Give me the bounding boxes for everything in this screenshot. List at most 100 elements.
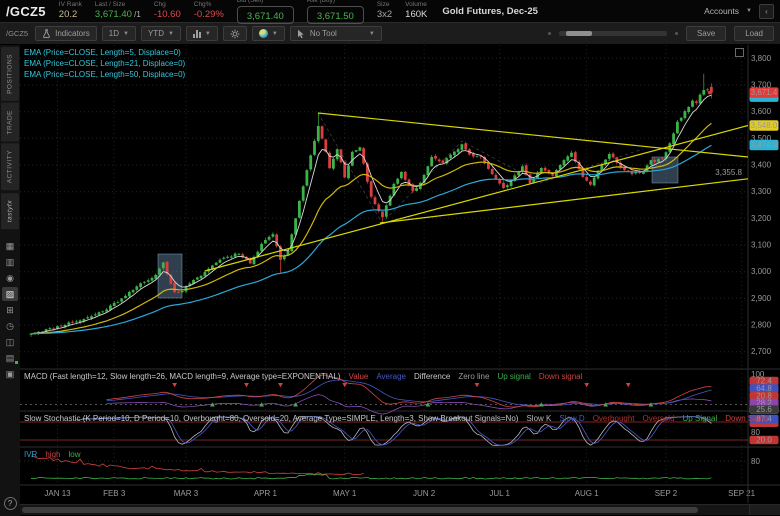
chg-pct-value: -0.29%: [193, 9, 224, 21]
chg-pct-field: Chg% -0.29%: [194, 2, 224, 20]
video-icon[interactable]: ◉: [6, 272, 14, 283]
chg-label: Chg: [153, 1, 166, 9]
legend-up-signal: Up Signal: [682, 414, 718, 423]
legend-slow-k: Slow K: [526, 414, 552, 423]
panel-maximize-icon[interactable]: [735, 48, 744, 57]
bid-field: Bid (Sell) 3,671.40: [236, 0, 294, 24]
price-chart[interactable]: 3,800 3,700 3,600 3,500 3,400 3,300 3,200 3,100…: [20, 45, 780, 504]
svg-text:3,474.9: 3,474.9: [751, 141, 778, 150]
quote-columns-icon[interactable]: ▥: [5, 256, 15, 267]
iv-rank-field: IV Rank 20.2: [59, 2, 82, 20]
widgets-icon[interactable]: ⊞: [6, 304, 14, 315]
style-dropdown[interactable]: ▼: [251, 26, 285, 41]
calendar-icon[interactable]: ▤: [2, 351, 18, 365]
help-icon[interactable]: ?: [3, 497, 17, 510]
legend-slow-d: Slow D: [559, 414, 585, 423]
chg-field: Chg -10.60: [154, 2, 181, 20]
scrollbar-corner: [749, 505, 780, 515]
svg-text:3,548.0: 3,548.0: [751, 121, 778, 130]
chg-pct-label: Chg%: [193, 1, 212, 9]
scroll-right-dot[interactable]: [674, 32, 678, 35]
svg-text:20.8: 20.8: [756, 391, 772, 400]
svg-text:3,000: 3,000: [751, 267, 772, 276]
horizontal-scrollbar[interactable]: [20, 504, 780, 515]
collapse-panel-button[interactable]: ‹: [759, 3, 774, 19]
legend-zero-line: Zero line: [458, 372, 490, 381]
svg-text:FEB 3: FEB 3: [103, 489, 126, 498]
community-icon[interactable]: ◫: [5, 336, 15, 347]
charts-icon[interactable]: ▨: [2, 287, 18, 301]
timeframe-dropdown[interactable]: 1D ▼: [101, 26, 136, 41]
drawing-tool-dropdown[interactable]: No Tool ▼: [289, 26, 382, 41]
legend-oversold: Oversold: [642, 414, 675, 423]
symbol-title[interactable]: /GCZ5: [6, 3, 46, 19]
stoch-panel-label[interactable]: Slow Stochastic (K Period=10, D Period=1…: [24, 413, 770, 424]
size-field: Size 3x2: [377, 2, 392, 20]
contract-description: Gold Futures, Dec-25: [442, 5, 538, 17]
chg-value: -10.60: [153, 9, 181, 21]
load-button[interactable]: Load: [734, 26, 774, 41]
sidebar-tab-positions[interactable]: POSITIONS: [1, 47, 19, 101]
gear-icon: [230, 29, 240, 39]
globe-style-icon: [258, 29, 268, 38]
indicators-label: Indicators: [55, 29, 90, 38]
svg-text:2,700: 2,700: [751, 347, 772, 356]
macd-title: MACD (Fast length=12, Slow length=26, MA…: [24, 372, 341, 381]
ema5-study-label[interactable]: EMA (Price=CLOSE, Length=5, Displace=0): [24, 48, 181, 57]
scroll-left-dot[interactable]: [547, 32, 551, 35]
svg-text:3,700: 3,700: [751, 81, 772, 90]
accounts-menu[interactable]: Accounts ▼ ‹: [704, 3, 774, 19]
time-scrollbar[interactable]: [558, 31, 667, 36]
iv-rank-value: 20.2: [58, 9, 78, 21]
main-region: POSITIONS TRADE ACTIVITY tastyfx ▦ ▥ ◉ ▨…: [0, 45, 780, 516]
svg-text:3,800: 3,800: [751, 54, 772, 63]
svg-text:100: 100: [751, 370, 765, 379]
watchlist-grid-icon[interactable]: ▦: [5, 240, 15, 251]
svg-text:3,355.8: 3,355.8: [715, 168, 742, 177]
quote-header: /GCZ5 IV Rank 20.2 Last / Size 3,671.40 …: [0, 0, 780, 24]
ask-button[interactable]: 3,671.50: [306, 5, 364, 24]
accounts-label: Accounts: [704, 6, 740, 16]
chevron-down-icon: ▼: [271, 30, 278, 37]
save-button[interactable]: Save: [685, 26, 727, 41]
svg-text:SEP 2: SEP 2: [655, 489, 678, 498]
ivr-panel-label[interactable]: IVR high low: [24, 449, 80, 460]
chart-settings-button[interactable]: [222, 26, 247, 41]
time-scrollbar-handle[interactable]: [565, 31, 592, 36]
indicators-button[interactable]: Indicators: [35, 26, 97, 41]
legend-ivr: IVR: [24, 450, 38, 459]
iv-rank-label: IV Rank: [58, 1, 82, 9]
svg-text:JUN 2: JUN 2: [413, 489, 436, 498]
svg-text:28.2: 28.2: [756, 398, 772, 407]
svg-text:80: 80: [751, 457, 760, 466]
svg-text:2,800: 2,800: [751, 321, 772, 330]
ema50-study-label[interactable]: EMA (Price=CLOSE, Length=50, Displace=0): [24, 70, 186, 79]
stoch-title: Slow Stochastic (K Period=10, D Period=1…: [24, 414, 519, 423]
ema21-study-label[interactable]: EMA (Price=CLOSE, Length=21, Displace=0): [24, 59, 186, 68]
legend-up-signal: Up signal: [497, 372, 531, 381]
svg-text:3,100: 3,100: [751, 241, 772, 250]
svg-text:JUL 1: JUL 1: [489, 489, 510, 498]
legend-down-signal: Down Signal: [725, 414, 771, 423]
events-icon[interactable]: ▣: [5, 368, 15, 379]
sidebar-tab-activity[interactable]: ACTIVITY: [1, 143, 19, 191]
chart-type-dropdown[interactable]: ▼: [185, 26, 218, 41]
svg-text:64.8: 64.8: [756, 384, 772, 393]
chart-area: 3,800 3,700 3,600 3,500 3,400 3,300 3,200 3,100…: [20, 45, 780, 516]
svg-text:80: 80: [751, 428, 760, 437]
macd-panel-label[interactable]: MACD (Fast length=12, Slow length=26, MA…: [24, 371, 582, 382]
svg-text:3,600: 3,600: [751, 107, 772, 116]
legend-average: Average: [376, 372, 406, 381]
chevron-down-icon: ▼: [204, 30, 211, 37]
history-clock-icon[interactable]: ◷: [6, 320, 14, 331]
horizontal-scrollbar-handle[interactable]: [22, 507, 698, 513]
svg-text:SEP 21: SEP 21: [728, 489, 756, 498]
ask-label: Ask (Buy): [306, 0, 336, 5]
sidebar-tab-trade[interactable]: TRADE: [1, 102, 19, 142]
sidebar-tab-tastyfx[interactable]: tastyfx: [1, 192, 19, 229]
last-size-field: Last / Size 3,671.40 /1: [95, 2, 141, 20]
chevron-down-icon: ▼: [746, 8, 752, 14]
range-dropdown[interactable]: YTD ▼: [140, 26, 181, 41]
ivr-legend: IVR high low: [16, 450, 80, 459]
bid-button[interactable]: 3,671.40: [236, 5, 294, 24]
